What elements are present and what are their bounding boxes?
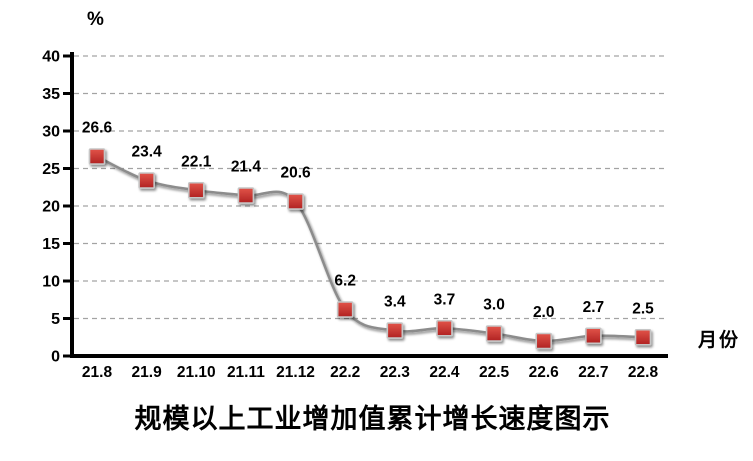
data-point-label: 2.5	[632, 300, 654, 317]
data-point-label: 23.4	[132, 144, 163, 161]
y-tick-label: 20	[42, 199, 60, 216]
y-tick-label: 15	[42, 236, 60, 253]
x-tick-label: 21.12	[276, 364, 315, 381]
y-tick-label: 5	[51, 311, 60, 328]
x-tick-label: 22.7	[578, 364, 608, 381]
data-point-marker	[88, 148, 106, 165]
x-axis-unit-label: 月份	[698, 330, 741, 351]
data-point-marker	[585, 327, 602, 345]
data-point-label: 2.7	[583, 299, 605, 316]
x-tick-label: 21.10	[177, 364, 216, 381]
y-tick-label: 10	[42, 274, 60, 291]
data-point-label: 20.6	[280, 165, 311, 182]
data-point-marker	[436, 319, 453, 337]
y-tick-label: 40	[42, 49, 60, 66]
data-point-label: 6.2	[334, 273, 356, 290]
data-point-marker	[535, 332, 553, 350]
plot-area: 0 5 10 15 20 25 30 35 40 21.8 21.9 21.10 21.11 21.12 2…	[42, 49, 668, 381]
y-tick-label: 25	[42, 161, 60, 178]
data-point-marker	[386, 322, 404, 339]
data-point-label: 26.6	[82, 120, 113, 137]
data-point-label: 21.4	[231, 159, 262, 176]
data-point-label: 22.1	[181, 153, 212, 170]
data-point-label: 3.0	[483, 297, 505, 314]
data-point-marker	[336, 301, 354, 318]
x-tick-label: 22.5	[479, 364, 510, 381]
data-point-label: 3.7	[434, 291, 456, 308]
x-tick-label: 21.8	[82, 364, 113, 381]
y-tick-label: 0	[51, 349, 60, 366]
x-tick-label: 21.9	[132, 364, 163, 381]
data-point-marker	[634, 328, 652, 346]
data-point-marker	[187, 181, 205, 199]
x-tick-label: 22.2	[330, 364, 360, 381]
chart-title: 规模以上工业增加值累计增长速度图示	[134, 404, 611, 434]
data-point-marker	[138, 172, 155, 189]
data-point-label: 3.4	[384, 294, 406, 311]
y-tick-label: 30	[42, 124, 60, 141]
x-tick-label: 22.4	[429, 364, 460, 381]
y-axis-unit-label: %	[87, 9, 104, 30]
x-tick-label: 22.6	[529, 364, 560, 381]
x-tick-label: 22.8	[628, 364, 659, 381]
x-tick-label: 22.3	[380, 364, 411, 381]
data-point-marker	[287, 193, 304, 210]
y-tick-label: 35	[42, 86, 60, 103]
x-tick-label: 21.11	[227, 364, 265, 381]
series-line	[96, 155, 644, 343]
data-point-marker	[485, 325, 503, 342]
data-point-marker	[237, 187, 255, 204]
data-point-label: 2.0	[533, 304, 555, 321]
